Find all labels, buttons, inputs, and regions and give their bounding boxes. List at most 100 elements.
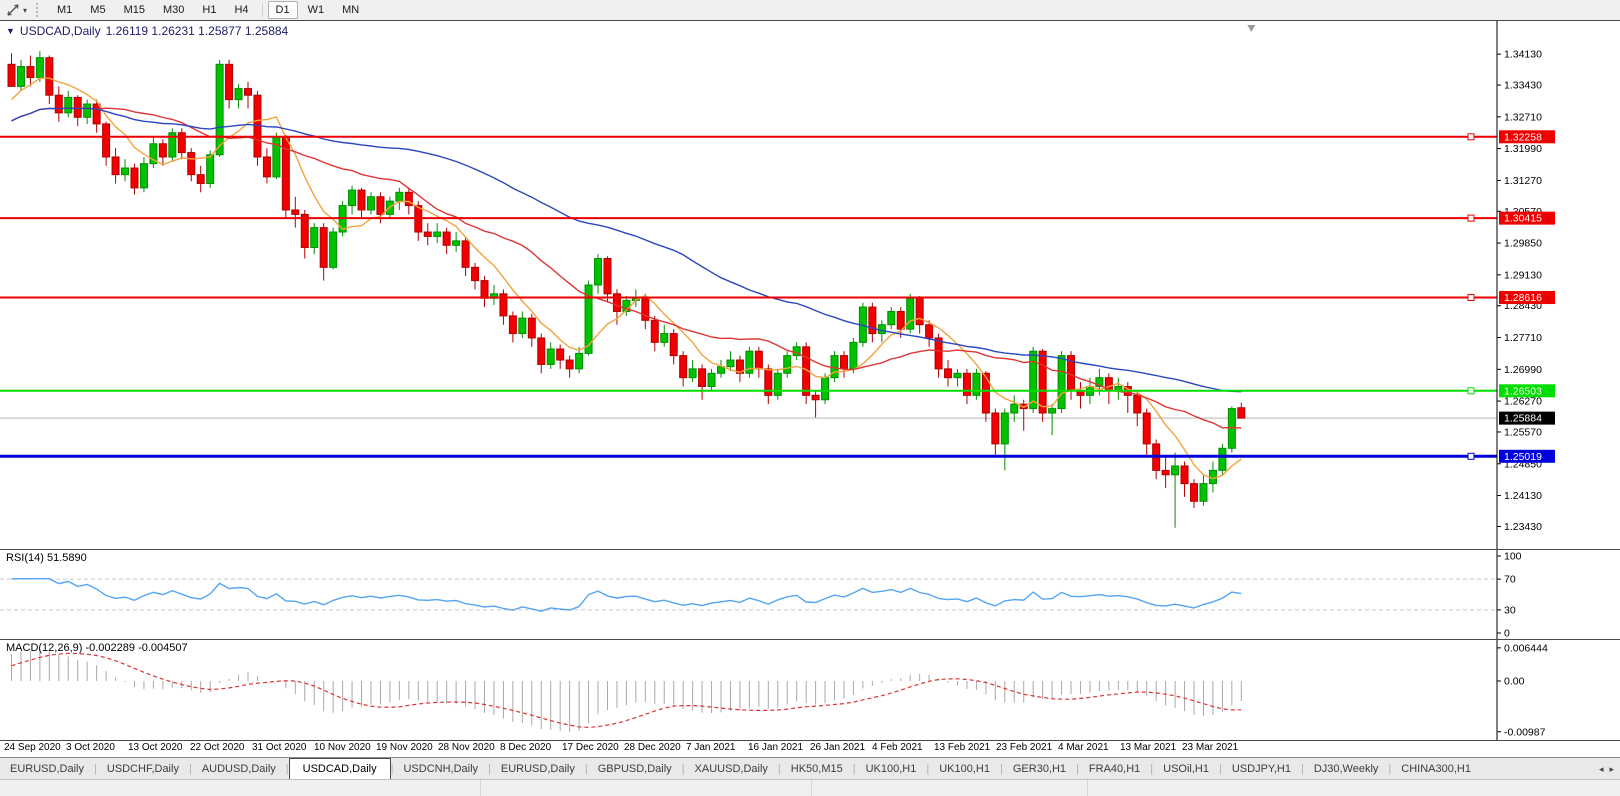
symbol-tab-hk50-m15[interactable]: HK50,M15 <box>790 762 843 775</box>
svg-text:-0.00987: -0.00987 <box>1504 726 1546 738</box>
date-axis-label: 4 Feb 2021 <box>872 742 923 753</box>
tab-separator: | <box>188 762 192 775</box>
svg-text:1.26503: 1.26503 <box>1504 385 1542 397</box>
symbol-tab-gbpusd-daily[interactable]: GBPUSD,Daily <box>597 762 672 775</box>
symbol-tab-eurusd-daily[interactable]: EURUSD,Daily <box>10 762 84 775</box>
svg-text:1.27710: 1.27710 <box>1504 332 1542 344</box>
toolbar-separator <box>261 3 263 17</box>
tab-separator: | <box>1300 762 1304 775</box>
rsi-label: RSI(14) 51.5890 <box>6 552 87 564</box>
svg-text:1.32710: 1.32710 <box>1504 111 1542 123</box>
rsi-line <box>11 578 1242 613</box>
horizontal-level-line-1.32258[interactable] <box>0 133 1497 141</box>
symbol-tab-fra40-h1[interactable]: FRA40,H1 <box>1088 762 1141 775</box>
svg-text:0: 0 <box>1504 628 1510 640</box>
svg-text:1.25570: 1.25570 <box>1504 426 1542 438</box>
chart-ohlc-values: 1.26119 1.26231 1.25877 1.25884 <box>105 24 289 38</box>
date-axis: 24 Sep 2020 3 Oct 2020 13 Oct 2020 22 Oct 2… <box>0 741 1620 757</box>
timeframe-button-m30[interactable]: M30 <box>162 4 185 16</box>
symbol-tab-usdjpy-h1[interactable]: USDJPY,H1 <box>1231 762 1291 775</box>
date-axis-label: 13 Feb 2021 <box>934 742 991 753</box>
symbol-tab-eurusd-daily[interactable]: EURUSD,Daily <box>500 762 575 775</box>
axis-price-label-1.28616: 1.28616 <box>1499 291 1555 305</box>
tab-separator: | <box>285 762 289 775</box>
tab-separator: | <box>1076 762 1079 775</box>
timeframe-button-w1[interactable]: W1 <box>307 4 325 16</box>
rsi-canvas: 100 70 30 0 <box>0 550 1620 639</box>
date-axis-label: 16 Jan 2021 <box>748 742 804 753</box>
svg-text:1.32258: 1.32258 <box>1504 131 1542 143</box>
date-axis-label: 23 Feb 2021 <box>996 742 1053 753</box>
date-axis-label: 23 Mar 2021 <box>1182 742 1239 753</box>
svg-text:1.33430: 1.33430 <box>1504 80 1542 92</box>
axis-price-label-1.25019: 1.25019 <box>1499 449 1555 463</box>
status-section-2 <box>481 780 812 796</box>
timeframe-button-mn[interactable]: MN <box>342 4 360 16</box>
date-axis-label: 7 Jan 2021 <box>686 742 736 753</box>
svg-text:1.29130: 1.29130 <box>1504 269 1542 281</box>
horizontal-level-line-1.25019[interactable] <box>0 452 1497 460</box>
tab-scroll-left-icon[interactable]: ◂ <box>1598 763 1604 774</box>
symbol-tab-xauusd-daily[interactable]: XAUUSD,Daily <box>694 762 768 775</box>
timeframe-button-h4[interactable]: H4 <box>234 4 249 16</box>
svg-text:1.31270: 1.31270 <box>1504 175 1542 187</box>
chart-shift-marker-icon[interactable] <box>1247 25 1256 32</box>
tab-scroll-controls: ◂ ▸ <box>1595 758 1618 780</box>
svg-text:1.30415: 1.30415 <box>1504 213 1542 225</box>
price-chart-canvas: 1.341301.334301.327101.319901.312701.305… <box>0 21 1620 549</box>
symbol-tab-dj30-weekly[interactable]: DJ30,Weekly <box>1313 762 1379 775</box>
macd-axis: 0.006444 0.00 -0.00987 <box>1496 640 1548 740</box>
cursor-tool-group: ▾ <box>4 2 27 18</box>
date-axis-label: 10 Nov 2020 <box>314 742 371 753</box>
timeframe-button-m15[interactable]: M15 <box>123 4 145 16</box>
status-section-4 <box>1088 780 1620 796</box>
symbol-tab-audusd-daily[interactable]: AUDUSD,Daily <box>201 762 276 775</box>
macd-canvas: 0.006444 0.00 -0.00987 <box>0 640 1620 740</box>
svg-text:0.006444: 0.006444 <box>1504 642 1548 654</box>
horizontal-level-line-1.26503[interactable] <box>0 387 1497 395</box>
chart-collapse-icon[interactable]: ▼ <box>6 26 15 36</box>
svg-text:1.25884: 1.25884 <box>1504 413 1542 425</box>
symbol-tab-usdcad-daily[interactable]: USDCAD,Daily <box>288 758 391 779</box>
timeframe-button-h1[interactable]: H1 <box>202 4 217 16</box>
tab-separator: | <box>1000 762 1003 775</box>
symbol-tab-uk100-h1[interactable]: UK100,H1 <box>865 762 917 775</box>
axis-price-label-1.32258: 1.32258 <box>1499 130 1555 144</box>
svg-text:1.29850: 1.29850 <box>1504 238 1542 250</box>
symbol-tab-china300-h1[interactable]: CHINA300,H1 <box>1401 762 1471 775</box>
symbol-tab-usdcnh-daily[interactable]: USDCNH,Daily <box>403 762 479 775</box>
cursor-crosshair-icon[interactable] <box>4 2 22 18</box>
symbol-tab-ger30-h1[interactable]: GER30,H1 <box>1012 762 1067 775</box>
horizontal-level-line-1.30415[interactable] <box>0 214 1497 222</box>
svg-text:1.25019: 1.25019 <box>1504 451 1542 463</box>
timeframe-button-m1[interactable]: M1 <box>57 4 73 16</box>
tab-separator: | <box>681 762 685 775</box>
toolbar-grip <box>36 3 43 17</box>
symbol-tab-usdchf-daily[interactable]: USDCHF,Daily <box>106 762 179 775</box>
timeframe-button-d1[interactable]: D1 <box>267 1 298 19</box>
macd-label: MACD(12,26,9) -0.002289 -0.004507 <box>6 642 188 654</box>
symbol-tab-usoil-h1[interactable]: USOil,H1 <box>1163 762 1209 775</box>
date-axis-label: 13 Oct 2020 <box>128 742 183 753</box>
tab-separator: | <box>1388 762 1392 775</box>
svg-text:1.26270: 1.26270 <box>1504 396 1542 408</box>
tab-separator: | <box>1218 762 1222 775</box>
svg-text:30: 30 <box>1504 604 1516 616</box>
cursor-tool-dropdown-icon[interactable]: ▾ <box>23 5 28 15</box>
status-section-1 <box>0 780 481 796</box>
symbol-tab-uk100-h1[interactable]: UK100,H1 <box>939 762 990 775</box>
date-axis-label: 4 Mar 2021 <box>1058 742 1109 753</box>
tab-scroll-right-icon[interactable]: ▸ <box>1609 763 1614 774</box>
date-axis-label: 22 Oct 2020 <box>190 742 245 753</box>
svg-text:1.23430: 1.23430 <box>1504 521 1542 533</box>
timeframe-button-m5[interactable]: M5 <box>90 4 106 16</box>
date-axis-label: 19 Nov 2020 <box>376 742 433 753</box>
svg-text:1.24130: 1.24130 <box>1504 490 1542 502</box>
date-axis-label: 8 Dec 2020 <box>500 742 552 753</box>
status-bar <box>0 779 1620 796</box>
tab-separator: | <box>584 762 588 775</box>
horizontal-level-line-1.28616[interactable] <box>0 294 1497 302</box>
axis-current-price-label: 1.25884 <box>1499 411 1555 425</box>
macd-indicator-panel: MACD(12,26,9) -0.002289 -0.004507 0.0064… <box>0 640 1620 741</box>
svg-text:70: 70 <box>1504 574 1516 586</box>
